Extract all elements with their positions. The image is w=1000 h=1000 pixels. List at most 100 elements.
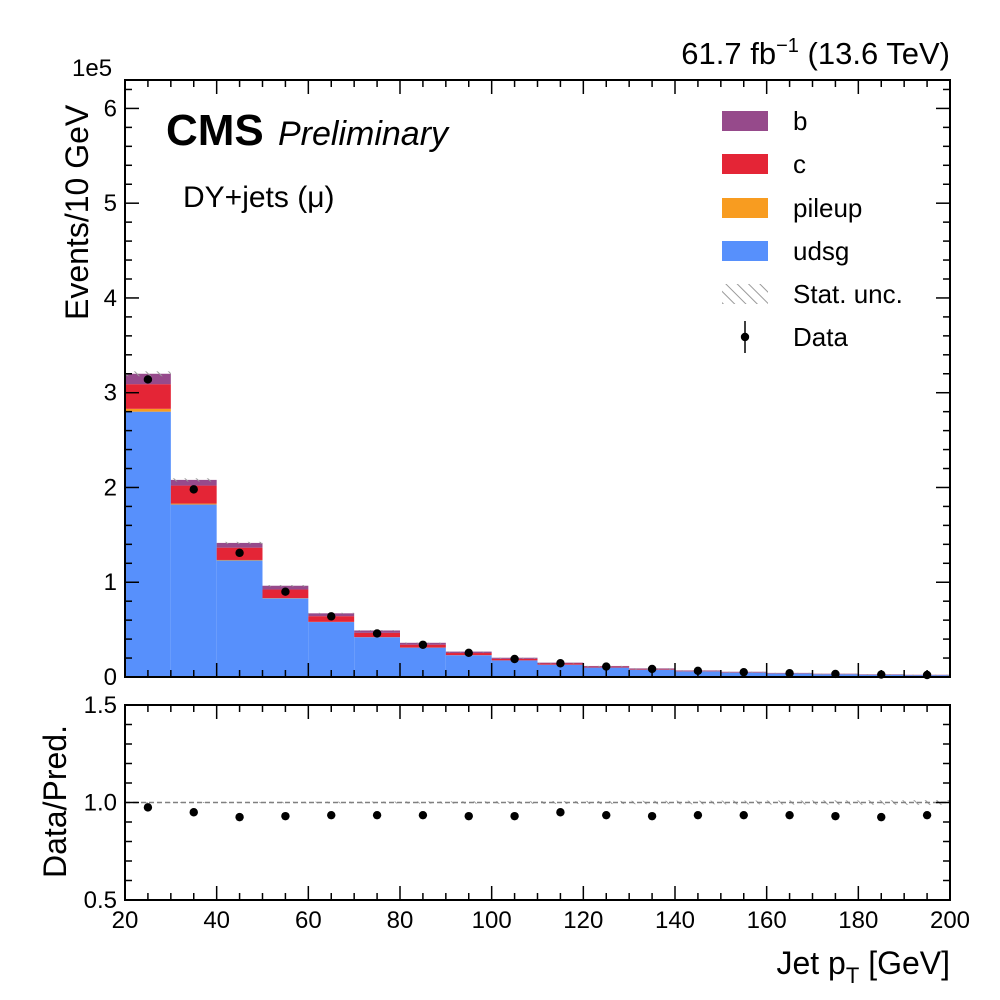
legend-data-marker xyxy=(740,332,750,342)
ratio-y-tick-label: 1.0 xyxy=(84,790,117,817)
data-point-3 xyxy=(235,548,244,558)
ratio-y-tick-label: 0.5 xyxy=(84,887,117,914)
ratio-point-5 xyxy=(327,810,336,820)
ratio-point-18 xyxy=(922,810,932,820)
ratio-unc-bin-5 xyxy=(308,801,355,804)
luminosity-label: 61.7 fb−1 (13.6 TeV) xyxy=(681,35,950,71)
ratio-point-15 xyxy=(785,810,794,820)
bar-udsg-bin-3 xyxy=(216,560,263,677)
legend: bc pileup udsg Stat. unc. Data xyxy=(722,106,903,353)
main-y-axis-label: Events/10 GeV xyxy=(59,104,95,320)
ratio-point-16 xyxy=(831,811,840,821)
data-point-7 xyxy=(418,640,428,649)
x-axis: 20 40 60 80 100 120 140 160 180 200 xyxy=(112,705,970,934)
x-tick-label: 60 xyxy=(295,907,322,934)
legend-swatch-stat-unc xyxy=(722,284,768,304)
main-y-axis: 0 1 2 3 4 5 6 xyxy=(104,88,950,691)
x-tick-label: 40 xyxy=(203,907,230,934)
ratio-unc-bin-12 xyxy=(629,800,675,805)
ratio-points xyxy=(143,803,932,822)
data-point-12 xyxy=(647,664,657,674)
ratio-point-14 xyxy=(739,810,748,820)
process-annotation: DY+jets (μ) xyxy=(183,181,334,214)
main-x-ticks xyxy=(124,80,951,677)
y-tick-label: 6 xyxy=(104,95,117,122)
legend-swatch-pileup xyxy=(722,198,768,218)
bar-udsg-bin-1 xyxy=(125,411,171,677)
ratio-unc-bin-1 xyxy=(125,802,171,804)
x-tick-label: 120 xyxy=(563,907,603,934)
legend-swatch-c xyxy=(722,154,768,174)
ratio-point-8 xyxy=(464,811,473,821)
y-tick-label: 3 xyxy=(104,380,117,407)
ratio-unc-bin-8 xyxy=(445,801,492,804)
ratio-point-6 xyxy=(372,810,382,820)
ratio-point-9 xyxy=(510,811,519,821)
bar-pileup-bin-2 xyxy=(170,503,217,505)
ratio-y-tick-label: 1.5 xyxy=(84,692,117,719)
bar-udsg-bin-8 xyxy=(445,655,492,677)
ratio-point-4 xyxy=(281,811,290,821)
stat-unc-bin-3 xyxy=(216,541,263,544)
legend-label-udsg: udsg xyxy=(793,236,849,266)
data-point-8 xyxy=(464,648,473,658)
data-point-4 xyxy=(281,587,290,596)
ratio-point-10 xyxy=(556,808,565,817)
cms-label: CMS xyxy=(166,106,264,155)
y-scale-exponent: 1e5 xyxy=(72,55,112,82)
legend-swatch-b xyxy=(722,111,768,131)
bar-udsg-bin-9 xyxy=(491,660,538,677)
x-tick-label: 20 xyxy=(112,907,139,934)
bar-b-bin-3 xyxy=(216,542,263,548)
bar-c-bin-2 xyxy=(170,485,217,504)
bar-b-bin-2 xyxy=(170,479,217,486)
x-tick-label: 140 xyxy=(655,907,695,934)
bar-c-bin-1 xyxy=(125,384,171,409)
bar-udsg-bin-4 xyxy=(262,598,309,677)
data-point-11 xyxy=(602,662,611,671)
legend-swatch-udsg xyxy=(722,241,768,261)
ratio-point-17 xyxy=(877,812,886,822)
bar-udsg-bin-2 xyxy=(170,504,217,677)
x-tick-label: 80 xyxy=(387,907,414,934)
data-point-6 xyxy=(372,629,382,638)
x-tick-label: 200 xyxy=(930,907,970,934)
y-tick-label: 4 xyxy=(104,285,117,312)
ratio-panel: 0.5 1.0 1.5 20 40 60 80 100 120 140 160 180 200 Dat… xyxy=(37,692,970,988)
stat-unc-bin-1 xyxy=(125,371,171,377)
y-tick-label: 0 xyxy=(104,664,117,691)
ratio-unc-bin-9 xyxy=(491,801,538,804)
y-tick-label: 1 xyxy=(104,569,117,596)
preliminary-label: Preliminary xyxy=(278,115,450,153)
data-point-5 xyxy=(327,612,336,621)
x-tick-label: 100 xyxy=(472,907,512,934)
data-point-1 xyxy=(143,375,153,384)
ratio-unc-bin-16 xyxy=(812,800,859,805)
data-point-2 xyxy=(189,485,198,494)
stacked-histogram xyxy=(125,373,950,677)
legend-label-b: b xyxy=(793,106,807,136)
data-point-9 xyxy=(510,654,519,664)
x-tick-label: 180 xyxy=(838,907,878,934)
ratio-point-12 xyxy=(647,811,657,821)
x-axis-label: Jet pT [GeV] xyxy=(776,945,950,988)
bar-pileup-bin-1 xyxy=(125,408,171,412)
ratio-y-axis: 0.5 1.0 1.5 xyxy=(84,692,950,914)
legend-label-stat-unc: Stat. unc. xyxy=(793,279,903,309)
legend-label-pileup: pileup xyxy=(793,193,862,223)
legend-label-c: c xyxy=(793,149,806,179)
ratio-point-1 xyxy=(143,803,153,812)
ratio-point-7 xyxy=(418,810,428,820)
legend-label-data: Data xyxy=(793,322,848,352)
y-tick-label: 2 xyxy=(104,474,117,501)
ratio-point-3 xyxy=(235,812,244,822)
data-point-10 xyxy=(556,659,565,668)
ratio-y-axis-label: Data/Pred. xyxy=(37,725,73,878)
x-tick-label: 160 xyxy=(747,907,787,934)
ratio-point-13 xyxy=(693,810,703,820)
y-tick-label: 5 xyxy=(104,190,117,217)
bar-udsg-bin-5 xyxy=(308,622,355,677)
ratio-point-2 xyxy=(189,808,198,817)
ratio-point-11 xyxy=(602,810,611,820)
